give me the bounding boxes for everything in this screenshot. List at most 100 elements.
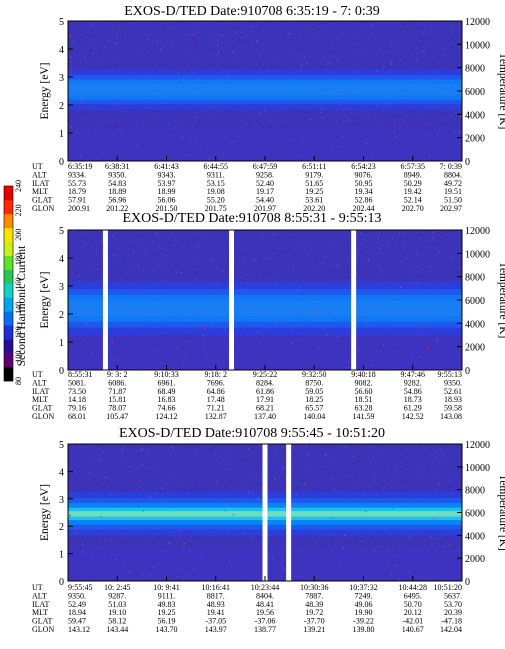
panel-3-info: UT 9:55:45 10: 2:45 10: 9:41 10:16:41 10:23:4… [32, 583, 462, 634]
info-value: 139.80 [353, 625, 375, 634]
y-tick-label: 1 [59, 338, 64, 349]
info-value: 63.28 [355, 404, 373, 413]
noise-speck [154, 567, 156, 569]
noise-speck [87, 526, 89, 528]
noise-speck [257, 498, 259, 500]
info-value: 52.40 [256, 179, 274, 188]
y-tick-label: 3 [59, 73, 64, 84]
noise-speck [268, 475, 270, 477]
noise-speck [70, 56, 72, 58]
noise-speck [75, 312, 77, 315]
info-value: 7: 0:39 [440, 162, 462, 171]
noise-speck [411, 79, 413, 81]
y2-tick-label: 4000 [465, 110, 485, 121]
noise-speck [212, 322, 215, 324]
info-value: 202.44 [353, 204, 375, 213]
noise-speck [398, 578, 401, 580]
info-value: 143.70 [156, 625, 178, 634]
info-row-label: UT [32, 583, 43, 592]
noise-speck [72, 230, 74, 232]
info-value: 5637. [444, 591, 462, 600]
noise-speck [344, 534, 346, 536]
info-value: 56.60 [355, 387, 373, 396]
noise-speck [372, 363, 374, 366]
noise-speck [385, 116, 387, 119]
info-value: 9111. [158, 591, 175, 600]
info-value: 138.77 [254, 625, 276, 634]
info-value: 6:51:11 [302, 162, 326, 171]
info-value: 19.08 [207, 187, 225, 196]
colorbar-tick-label: 180 [14, 253, 23, 265]
info-value: 105.47 [106, 412, 128, 421]
noise-speck [379, 248, 381, 250]
noise-speck [416, 58, 419, 61]
noise-speck [193, 124, 195, 126]
colorbar-segment [4, 241, 13, 256]
info-value: 59.58 [444, 404, 462, 413]
noise-speck [421, 50, 423, 53]
colorbar-segment [4, 269, 13, 284]
info-value: 6:35:19 [68, 162, 92, 171]
noise-speck [183, 543, 185, 545]
noise-speck [426, 132, 428, 135]
info-value: 19.56 [256, 608, 274, 617]
noise-speck [133, 252, 135, 254]
noise-speck [282, 561, 284, 563]
info-value: 68.49 [158, 387, 176, 396]
info-value: 52.49 [68, 600, 86, 609]
info-value: 64.86 [207, 387, 225, 396]
noise-speck [324, 492, 326, 494]
colorbar-segment [4, 353, 13, 368]
noise-speck [242, 533, 245, 535]
noise-speck [113, 134, 115, 136]
y-tick-label: 4 [59, 254, 64, 265]
noise-speck [450, 480, 452, 482]
noise-speck [104, 504, 106, 506]
noise-speck [216, 503, 218, 505]
noise-speck [344, 93, 346, 95]
info-row-label: ALT [32, 378, 47, 387]
noise-speck [101, 310, 103, 312]
colorbar-tick-label: 240 [14, 180, 23, 192]
y-tick-label: 1 [59, 129, 64, 140]
noise-speck [231, 141, 233, 143]
noise-speck [344, 121, 346, 123]
noise-speck [182, 365, 184, 367]
noise-speck [221, 34, 223, 36]
noise-speck [196, 257, 198, 259]
noise-speck [111, 494, 113, 496]
noise-speck [121, 324, 123, 326]
info-value: 68.01 [68, 412, 86, 421]
noise-speck [291, 342, 293, 344]
info-value: 18.79 [68, 187, 86, 196]
noise-speck [146, 289, 148, 291]
noise-speck [120, 132, 122, 134]
noise-speck [393, 132, 395, 134]
noise-speck [409, 536, 411, 538]
noise-speck [180, 272, 182, 274]
noise-speck [343, 150, 345, 153]
noise-speck [353, 455, 355, 457]
info-value: 140.67 [402, 625, 424, 634]
noise-speck [315, 313, 318, 315]
noise-speck [316, 299, 318, 301]
info-value: 71.87 [108, 387, 126, 396]
noise-speck [162, 551, 164, 553]
noise-speck [224, 510, 226, 512]
noise-speck [215, 481, 218, 483]
noise-speck [217, 52, 219, 54]
noise-speck [365, 510, 367, 513]
noise-speck [394, 299, 396, 302]
info-value: 48.39 [305, 600, 323, 609]
y-tick-label: 3 [59, 495, 64, 506]
info-value: 6:44:55 [204, 162, 228, 171]
noise-speck [402, 245, 404, 247]
noise-speck [432, 503, 434, 506]
noise-speck [195, 450, 197, 452]
noise-speck [124, 137, 126, 139]
info-value: 19.41 [207, 608, 225, 617]
noise-speck [136, 323, 138, 325]
info-value: 200.91 [68, 204, 90, 213]
noise-speck [188, 341, 190, 343]
noise-speck [71, 273, 73, 275]
